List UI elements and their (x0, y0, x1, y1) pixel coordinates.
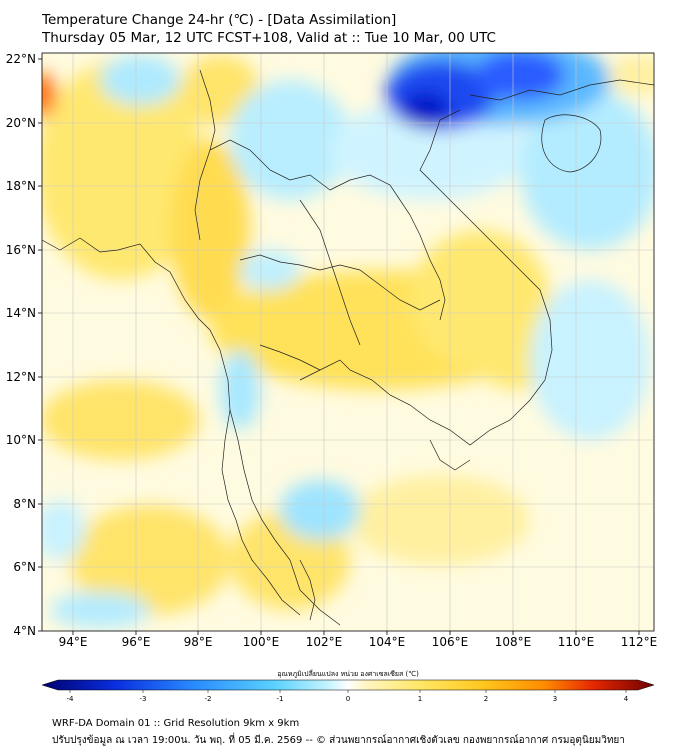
lon-tick-label: 106°E (432, 635, 469, 649)
lon-tick-label: 104°E (369, 635, 406, 649)
chart-subtitle: Thursday 05 Mar, 12 UTC FCST+108, Valid … (42, 30, 496, 46)
lat-tick-label: 22°N (6, 52, 36, 66)
lon-tick-label: 96°E (122, 635, 151, 649)
lat-tick-label: 14°N (6, 306, 36, 320)
chart-title: Temperature Change 24-hr (℃) - [Data Ass… (42, 12, 397, 28)
colorbar-bar (41, 679, 655, 691)
colorbar-tick-label: -4 (67, 695, 75, 703)
colorbar: อุณหภูมิเปลี่ยนแปลง หน่วย องศาเซลเซียส (… (41, 669, 655, 703)
colorbar-tick-label: -3 (140, 695, 147, 703)
colorbar-label: อุณหภูมิเปลี่ยนแปลง หน่วย องศาเซลเซียส (… (277, 669, 419, 678)
map-border (41, 52, 655, 632)
lon-tick-label: 100°E (243, 635, 280, 649)
coastlines (42, 69, 654, 626)
lat-tick-label: 8°N (13, 497, 36, 511)
colorbar-tick-label: 2 (484, 695, 488, 703)
lon-tick-label: 98°E (184, 635, 213, 649)
colorbar-tick-label: -2 (205, 695, 212, 703)
lon-tick-label: 110°E (558, 635, 595, 649)
colorbar-tick-label: 3 (553, 695, 557, 703)
lon-tick-label: 112°E (621, 635, 658, 649)
lat-tick-label: 6°N (13, 560, 36, 574)
colorbar-tick-label: -1 (277, 695, 284, 703)
lon-tick-label: 102°E (306, 635, 343, 649)
colorbar-tick-label: 4 (624, 695, 629, 703)
lat-tick-label: 12°N (6, 370, 36, 384)
temperature-field (42, 53, 654, 631)
footer-model-info: WRF-DA Domain 01 :: Grid Resolution 9km … (52, 718, 300, 729)
lat-tick-label: 20°N (6, 116, 36, 130)
footer-credit: ปรับปรุงข้อมูล ณ เวลา 19:00น. วัน พฤ. ที… (52, 735, 625, 746)
colorbar-tick-label: 1 (418, 695, 422, 703)
lat-tick-label: 10°N (6, 433, 36, 447)
lat-tick-label: 18°N (6, 179, 36, 193)
gridlines (42, 53, 654, 631)
lat-tick-label: 4°N (13, 624, 36, 638)
lon-tick-label: 108°E (495, 635, 532, 649)
lon-axis: 94°E 96°E 98°E 100°E 102°E 104°E 106°E 1… (59, 635, 658, 649)
lat-tick-label: 16°N (6, 243, 36, 257)
colorbar-tick-label: 0 (346, 695, 350, 703)
lat-axis: 4°N 6°N 8°N 10°N 12°N 14°N 16°N 18°N 20°… (6, 52, 36, 638)
lon-tick-label: 94°E (59, 635, 88, 649)
